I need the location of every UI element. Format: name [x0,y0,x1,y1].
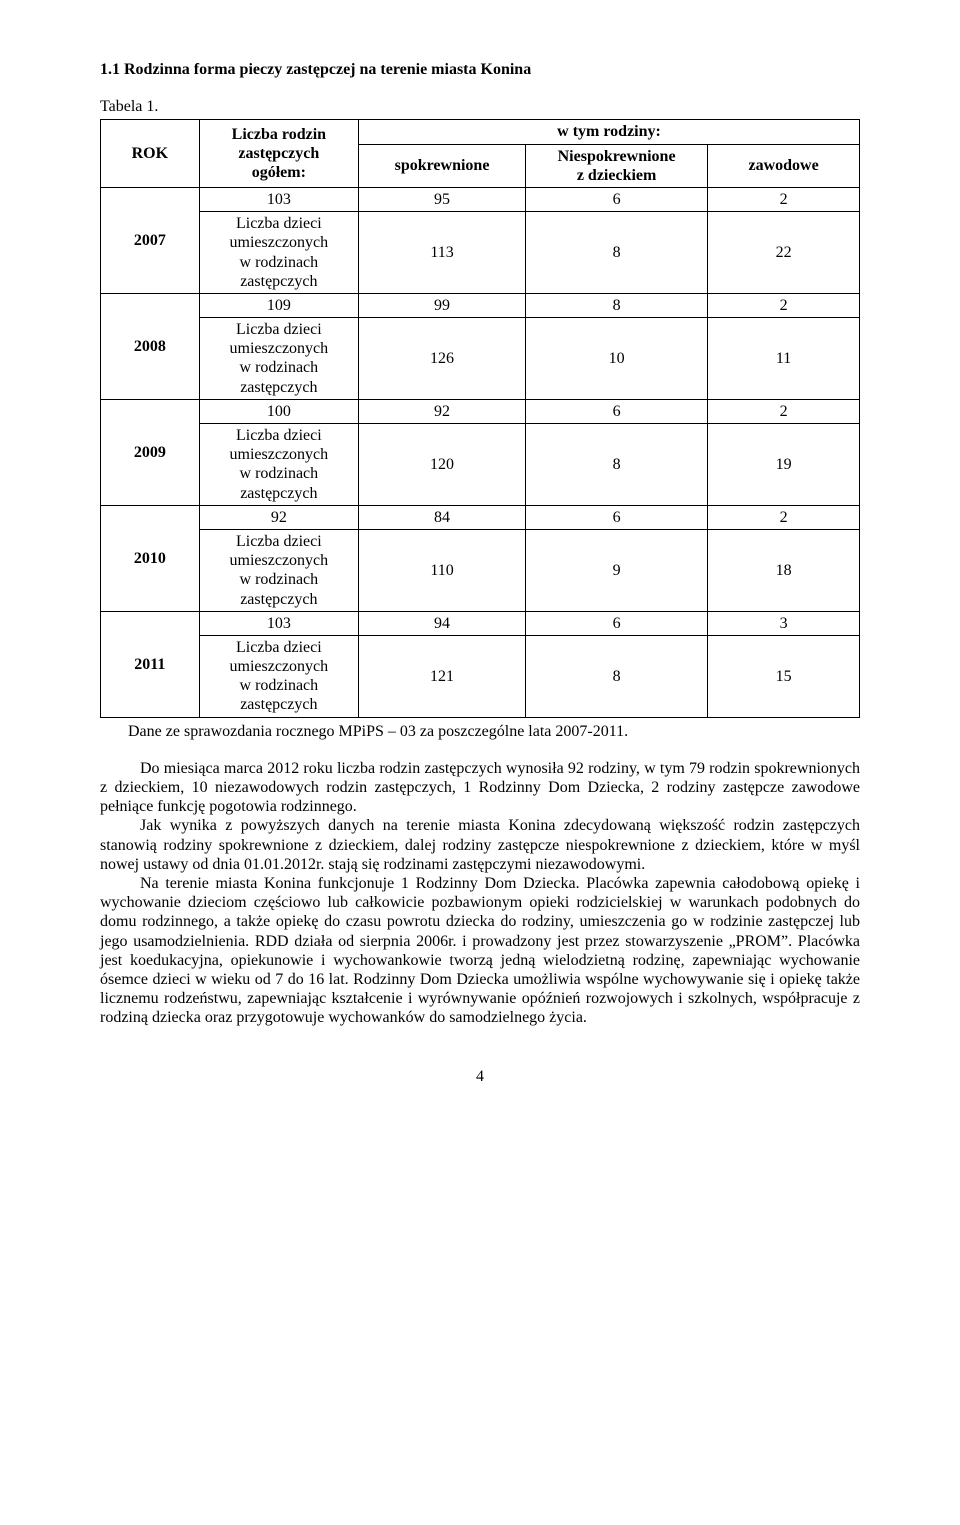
data-cell: 9 [526,529,708,611]
data-cell: 84 [359,505,526,529]
table-source-note: Dane ze sprawozdania rocznego MPiPS – 03… [128,722,860,741]
th-spokrewnione: spokrewnione [359,144,526,187]
body-paragraph: Na terenie miasta Konina funkcjonuje 1 R… [100,874,860,1028]
data-cell: 6 [526,505,708,529]
data-cell: 110 [359,529,526,611]
data-cell: 94 [359,611,526,635]
data-cell: 15 [708,635,860,717]
data-cell: 8 [526,424,708,506]
year-cell: 2007 [101,187,200,293]
data-cell: 100 [199,399,358,423]
data-cell: 120 [359,424,526,506]
data-cell: 99 [359,293,526,317]
body-paragraph: Do miesiąca marca 2012 roku liczba rodzi… [100,759,860,817]
data-cell: 11 [708,318,860,400]
data-cell: 2 [708,505,860,529]
liczba-dzieci-label: Liczba dzieciumieszczonychw rodzinachzas… [199,318,358,400]
data-cell: 95 [359,187,526,211]
year-cell: 2010 [101,505,200,611]
data-cell: 126 [359,318,526,400]
th-rok: ROK [101,120,200,188]
data-cell: 18 [708,529,860,611]
year-cell: 2009 [101,399,200,505]
data-cell: 6 [526,399,708,423]
data-cell: 2 [708,293,860,317]
data-cell: 6 [526,611,708,635]
section-heading: 1.1 Rodzinna forma pieczy zastępczej na … [100,60,860,79]
data-cell: 113 [359,212,526,294]
liczba-dzieci-label: Liczba dzieciumieszczonychw rodzinachzas… [199,212,358,294]
data-cell: 6 [526,187,708,211]
data-cell: 92 [199,505,358,529]
liczba-dzieci-label: Liczba dzieciumieszczonychw rodzinachzas… [199,424,358,506]
data-cell: 2 [708,399,860,423]
data-table: ROK Liczba rodzinzastępczychogółem: w ty… [100,119,860,717]
liczba-dzieci-label: Liczba dzieciumieszczonychw rodzinachzas… [199,635,358,717]
page-number: 4 [100,1067,860,1086]
year-cell: 2011 [101,611,200,717]
table-body: 20071039562Liczba dzieciumieszczonychw r… [101,187,860,717]
data-cell: 10 [526,318,708,400]
data-cell: 8 [526,212,708,294]
data-cell: 3 [708,611,860,635]
data-cell: 2 [708,187,860,211]
data-cell: 19 [708,424,860,506]
body-paragraph: Jak wynika z powyższych danych na tereni… [100,816,860,874]
data-cell: 92 [359,399,526,423]
data-cell: 8 [526,293,708,317]
data-cell: 103 [199,611,358,635]
data-cell: 22 [708,212,860,294]
th-niespokrewnione: Niespokrewnionez dzieckiem [526,144,708,187]
body-paragraphs: Do miesiąca marca 2012 roku liczba rodzi… [100,759,860,1028]
data-cell: 121 [359,635,526,717]
data-cell: 109 [199,293,358,317]
th-zawodowe: zawodowe [708,144,860,187]
liczba-dzieci-label: Liczba dzieciumieszczonychw rodzinachzas… [199,529,358,611]
th-wtym: w tym rodziny: [359,120,860,144]
data-cell: 8 [526,635,708,717]
year-cell: 2008 [101,293,200,399]
table-caption: Tabela 1. [100,97,860,116]
data-cell: 103 [199,187,358,211]
th-liczba-rodzin: Liczba rodzinzastępczychogółem: [199,120,358,188]
